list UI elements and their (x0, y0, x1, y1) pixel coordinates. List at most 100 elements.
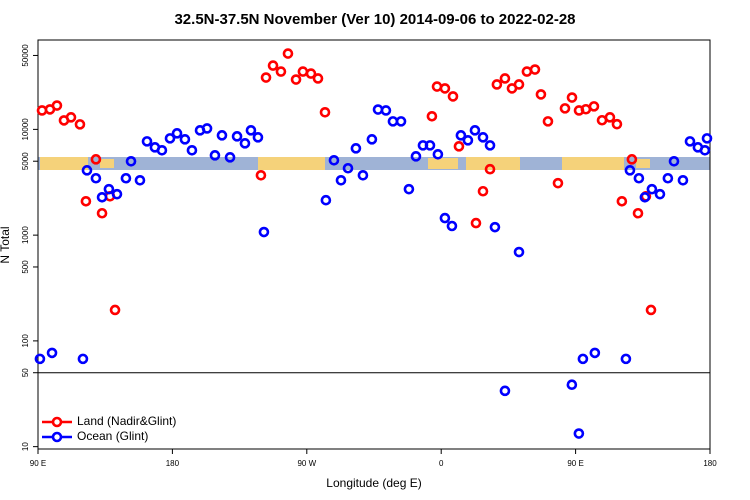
point (577, 353, 589, 365)
point (342, 162, 354, 174)
point (80, 195, 92, 207)
point (328, 155, 340, 166)
point (156, 145, 168, 156)
point (90, 154, 102, 165)
point (426, 110, 438, 122)
x-tick-label: 90 E (567, 459, 583, 468)
point (366, 134, 378, 145)
point (305, 68, 317, 79)
point (470, 217, 482, 229)
point (491, 79, 503, 90)
chart-title: 32.5N-37.5N November (Ver 10) 2014-09-06… (174, 11, 575, 28)
surface-strip (38, 157, 710, 170)
point (245, 125, 257, 136)
point (239, 138, 251, 149)
point (432, 149, 444, 160)
legend-label: Land (Nadir&Glint) (77, 414, 176, 428)
y-tick-label: 10000 (21, 118, 30, 141)
point (282, 48, 294, 59)
point (446, 220, 458, 232)
point (51, 100, 63, 111)
point (252, 132, 264, 143)
point (684, 136, 696, 147)
point (611, 118, 623, 130)
point (542, 116, 554, 127)
y-tick-label: 50000 (21, 44, 30, 67)
point (120, 172, 132, 184)
point (320, 194, 332, 206)
point (462, 135, 474, 146)
point (297, 66, 309, 77)
point (513, 79, 525, 90)
point (535, 89, 547, 100)
x-tick-label: 180 (166, 459, 180, 468)
point (258, 226, 270, 238)
point (74, 119, 86, 130)
point (552, 177, 564, 189)
point (447, 91, 459, 102)
point (380, 105, 392, 116)
point (209, 150, 221, 161)
point (668, 156, 680, 167)
point (231, 131, 243, 142)
land-strip (428, 158, 458, 169)
point (319, 107, 331, 118)
point (701, 133, 713, 144)
point (410, 151, 422, 162)
point (65, 112, 77, 123)
x-tick-label: 180 (703, 459, 717, 468)
point (604, 112, 616, 123)
y-axis-label: N Total (0, 226, 12, 263)
y-tick-label: 100 (21, 334, 30, 348)
point (455, 130, 467, 141)
point (662, 172, 674, 184)
x-tick-label: 0 (439, 459, 444, 468)
point (96, 207, 108, 219)
point (109, 304, 121, 316)
legend-label: Ocean (Glint) (77, 429, 148, 443)
y-tick-label: 10 (21, 442, 30, 451)
point (559, 103, 571, 114)
ocean-strip (38, 157, 710, 170)
point (626, 154, 638, 165)
point (312, 73, 324, 84)
land-strip (100, 159, 114, 168)
point (134, 174, 146, 186)
point (589, 347, 601, 359)
point (290, 74, 302, 85)
land-strip (466, 157, 520, 170)
point (141, 136, 153, 147)
point (469, 125, 481, 136)
x-axis-label: Longitude (deg E) (326, 476, 421, 490)
point (489, 221, 501, 233)
point (350, 143, 362, 154)
point (484, 140, 496, 151)
land-strip (40, 157, 88, 170)
point (477, 185, 489, 197)
point (654, 188, 666, 200)
point (573, 428, 585, 439)
y-tick-label: 500 (21, 260, 30, 274)
point (620, 353, 632, 365)
x-tick-label: 90 E (30, 459, 46, 468)
point (645, 304, 657, 316)
land-strip (258, 157, 325, 170)
point (103, 183, 115, 195)
point (201, 123, 213, 134)
point (186, 145, 198, 156)
point (529, 64, 541, 75)
point (499, 385, 511, 397)
point (677, 174, 689, 186)
point (566, 92, 578, 103)
point (632, 207, 644, 219)
point (260, 72, 272, 83)
point (439, 83, 451, 94)
y-tick-label: 1000 (21, 226, 30, 244)
point (624, 165, 636, 176)
point (216, 130, 228, 141)
legend-marker (51, 431, 63, 443)
x-tick-label: 90 W (297, 459, 316, 468)
point (477, 132, 489, 143)
point (96, 191, 108, 203)
